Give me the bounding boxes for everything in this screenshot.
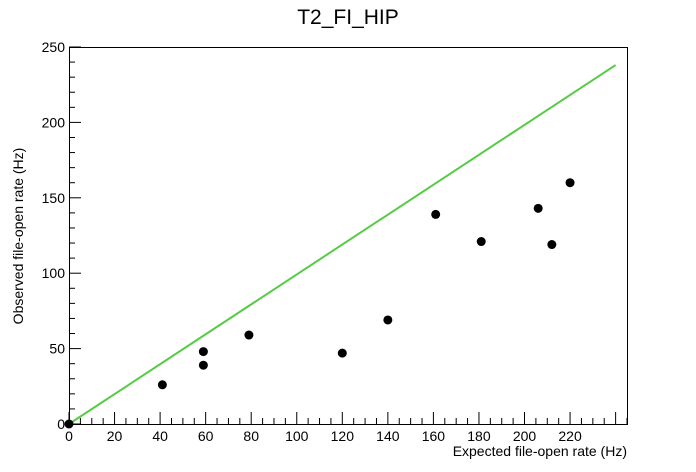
x-tick-label: 60: [198, 428, 214, 444]
data-point: [244, 330, 254, 340]
data-point: [198, 360, 208, 370]
y-tick-label: 250: [42, 39, 66, 55]
x-axis-label: Expected file-open rate (Hz): [453, 443, 627, 459]
x-tick-label: 200: [513, 428, 537, 444]
data-point: [431, 209, 441, 219]
chart-title: T2_FI_HIP: [297, 6, 399, 29]
y-axis-label: Observed file-open rate (Hz): [10, 148, 26, 325]
data-point: [198, 347, 208, 357]
x-tick-label: 120: [331, 428, 355, 444]
y-tick-label: 150: [42, 190, 66, 206]
y-tick-label: 0: [57, 416, 65, 432]
data-point: [476, 237, 486, 247]
plot-frame: [69, 47, 628, 425]
data-points: [64, 178, 575, 429]
data-point: [547, 240, 557, 250]
data-point: [337, 348, 347, 358]
data-point: [533, 203, 543, 213]
x-tick-label: 0: [65, 428, 73, 444]
data-point: [64, 419, 74, 429]
x-tick-label: 100: [285, 428, 309, 444]
data-point: [565, 178, 575, 188]
y-tick-label: 100: [42, 265, 66, 281]
x-tick-label: 20: [107, 428, 123, 444]
x-tick-label: 180: [467, 428, 491, 444]
x-tick-label: 40: [152, 428, 168, 444]
y-tick-label: 200: [42, 114, 66, 130]
x-tick-label: 80: [243, 428, 259, 444]
data-point: [157, 380, 167, 390]
x-tick-label: 220: [558, 428, 582, 444]
data-point: [383, 315, 393, 325]
reference-line: [68, 64, 617, 425]
axes: 0 20 40 60 80 100 120 140 160 180 200 220 0 50 100 150 2…: [42, 39, 628, 444]
y-tick-label: 50: [49, 341, 65, 357]
x-tick-label: 160: [422, 428, 446, 444]
x-tick-label: 140: [376, 428, 400, 444]
